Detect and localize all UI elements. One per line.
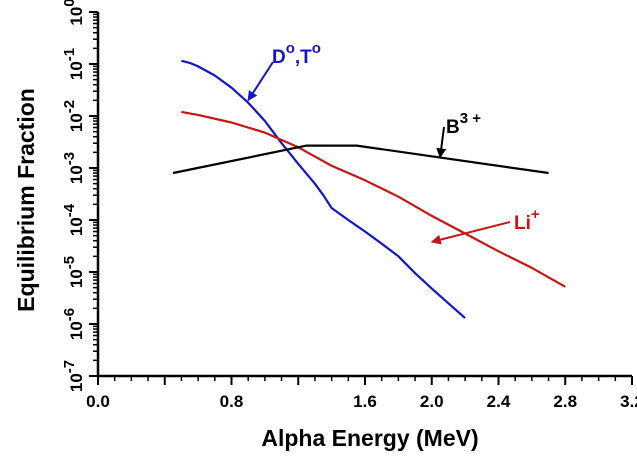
annotation-d-t: Do,To bbox=[272, 40, 321, 68]
x-tick-label: 2.4 bbox=[487, 392, 511, 411]
series-boron bbox=[172, 144, 549, 175]
axes-layer bbox=[96, 12, 632, 378]
annotation-lithium-arrow bbox=[430, 221, 511, 245]
y-tick-label: 10-3 bbox=[61, 152, 86, 184]
annotation-boron: B3 + bbox=[446, 110, 481, 138]
x-tick-label: 1.6 bbox=[353, 392, 377, 411]
x-tick-label: 2.0 bbox=[420, 392, 444, 411]
series-lithium bbox=[181, 110, 566, 288]
y-tick-label: 10-7 bbox=[61, 360, 86, 392]
annotation-boron-arrow bbox=[436, 126, 447, 159]
x-axis-title: Alpha Energy (MeV) bbox=[261, 425, 478, 451]
tick-layer: 100 10-1 10-2 10-3 10-4 10-5 10-6 10-70.0 0.8 1.6… bbox=[61, 0, 637, 411]
annotation-d-t-arrow bbox=[247, 61, 274, 102]
x-tick-label: 3.2 bbox=[620, 392, 637, 411]
annotation-lithium: Li+ bbox=[514, 206, 540, 234]
y-tick-label: 10-2 bbox=[61, 100, 86, 132]
x-tick-label: 2.8 bbox=[553, 392, 577, 411]
y-tick-label: 10-6 bbox=[61, 308, 86, 340]
y-tick-label: 10-4 bbox=[61, 203, 86, 236]
annotation-layer: Do,To B3 + Li+ bbox=[247, 40, 540, 245]
y-tick-label: 10-1 bbox=[61, 48, 86, 80]
y-tick-label: 100 bbox=[61, 0, 86, 26]
y-axis-title: Equilibrium Fraction bbox=[13, 88, 39, 312]
x-tick-label: 0.0 bbox=[86, 392, 110, 411]
x-tick-label: 0.8 bbox=[220, 392, 244, 411]
y-tick-label: 10-5 bbox=[61, 256, 86, 288]
series-layer bbox=[172, 59, 566, 319]
series-deuterium-tritium bbox=[181, 59, 466, 319]
